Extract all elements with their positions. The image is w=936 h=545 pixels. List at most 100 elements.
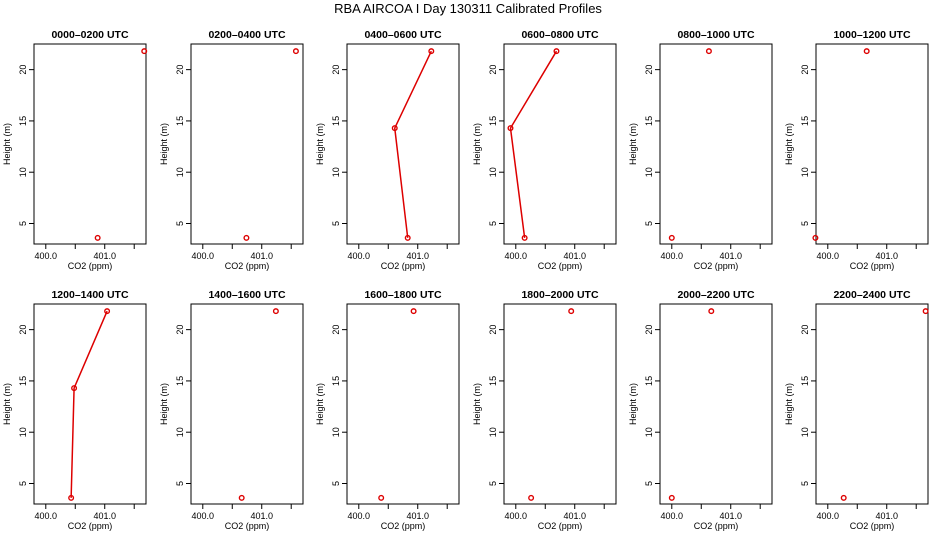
y-tick-label: 5 bbox=[488, 221, 498, 226]
y-axis-label: Height (m) bbox=[784, 123, 794, 165]
x-axis-label: CO2 (ppm) bbox=[381, 261, 426, 271]
profile-panel-5: 1000–1200 UTC 400.0 401.0 5 10 15 20 CO2 (ppm) H… bbox=[784, 29, 929, 271]
data-point bbox=[71, 385, 78, 392]
profile-line bbox=[70, 310, 108, 498]
data-point bbox=[528, 494, 535, 501]
y-tick-label: 10 bbox=[175, 427, 185, 437]
x-tick-label: 400.0 bbox=[661, 251, 684, 261]
y-tick-label: 5 bbox=[644, 481, 654, 486]
y-tick-label: 15 bbox=[18, 376, 28, 386]
x-axis-label: CO2 (ppm) bbox=[850, 521, 895, 531]
y-tick-label: 10 bbox=[488, 167, 498, 177]
y-tick-label: 20 bbox=[18, 325, 28, 335]
data-point bbox=[94, 234, 101, 241]
y-tick-label: 20 bbox=[488, 65, 498, 75]
panel-title: 1800–2000 UTC bbox=[521, 289, 598, 301]
data-point bbox=[668, 234, 675, 241]
y-tick-label: 15 bbox=[644, 376, 654, 386]
x-tick-label: 401.0 bbox=[875, 251, 898, 261]
profile-panel-8: 1600–1800 UTC 400.0 401.0 5 10 15 20 CO2 (ppm) H… bbox=[315, 289, 460, 531]
data-point bbox=[922, 308, 929, 315]
profile-panel-1: 0200–0400 UTC 400.0 401.0 5 10 15 20 CO2 (ppm) H… bbox=[159, 29, 304, 271]
y-tick-label: 5 bbox=[18, 481, 28, 486]
data-point bbox=[708, 308, 715, 315]
y-tick-label: 20 bbox=[18, 65, 28, 75]
data-point bbox=[863, 48, 870, 55]
data-point bbox=[812, 234, 819, 241]
plot-frame bbox=[346, 303, 460, 505]
data-point bbox=[568, 308, 575, 315]
y-axis-label: Height (m) bbox=[315, 383, 325, 425]
data-point bbox=[668, 494, 675, 501]
y-tick-label: 20 bbox=[800, 65, 810, 75]
x-axis-label: CO2 (ppm) bbox=[225, 521, 270, 531]
plot-frame bbox=[33, 303, 147, 505]
y-tick-label: 5 bbox=[331, 481, 341, 486]
x-axis-label: CO2 (ppm) bbox=[538, 261, 583, 271]
y-tick-label: 15 bbox=[331, 116, 341, 126]
x-tick-label: 401.0 bbox=[406, 511, 429, 521]
x-tick-label: 400.0 bbox=[192, 251, 215, 261]
panel-title: 2000–2200 UTC bbox=[677, 289, 754, 301]
x-tick-label: 400.0 bbox=[35, 511, 58, 521]
y-tick-label: 10 bbox=[18, 167, 28, 177]
y-axis-label: Height (m) bbox=[315, 123, 325, 165]
x-tick-label: 401.0 bbox=[406, 251, 429, 261]
x-axis-label: CO2 (ppm) bbox=[694, 521, 739, 531]
x-tick-label: 401.0 bbox=[93, 251, 116, 261]
y-axis-label: Height (m) bbox=[628, 383, 638, 425]
y-tick-label: 5 bbox=[800, 481, 810, 486]
panel-title: 1600–1800 UTC bbox=[364, 289, 441, 301]
data-point bbox=[391, 125, 398, 132]
data-point bbox=[238, 494, 245, 501]
y-tick-label: 15 bbox=[175, 116, 185, 126]
y-tick-label: 20 bbox=[644, 65, 654, 75]
y-tick-label: 10 bbox=[488, 427, 498, 437]
y-tick-label: 10 bbox=[644, 427, 654, 437]
y-tick-label: 10 bbox=[331, 427, 341, 437]
profile-panel-2: 0400–0600 UTC 400.0 401.0 5 10 15 20 CO2 (ppm) H… bbox=[315, 29, 460, 271]
panel-title: 0600–0800 UTC bbox=[521, 29, 598, 41]
x-tick-label: 400.0 bbox=[817, 511, 840, 521]
data-point bbox=[404, 234, 411, 241]
y-tick-label: 20 bbox=[175, 65, 185, 75]
x-tick-label: 400.0 bbox=[348, 251, 371, 261]
y-tick-label: 15 bbox=[644, 116, 654, 126]
x-tick-label: 400.0 bbox=[505, 511, 528, 521]
profile-panel-11: 2200–2400 UTC 400.0 401.0 5 10 15 20 CO2 (ppm) H… bbox=[784, 289, 929, 531]
y-tick-label: 20 bbox=[488, 325, 498, 335]
y-tick-label: 15 bbox=[488, 116, 498, 126]
data-point bbox=[521, 234, 528, 241]
profile-panel-0: 0000–0200 UTC 400.0 401.0 5 10 15 20 CO2 (ppm) H… bbox=[2, 29, 148, 271]
y-tick-label: 20 bbox=[331, 65, 341, 75]
y-axis-label: Height (m) bbox=[159, 123, 169, 165]
y-tick-label: 15 bbox=[175, 376, 185, 386]
plot-frame bbox=[190, 43, 304, 245]
data-point bbox=[104, 308, 111, 315]
profile-panel-7: 1400–1600 UTC 400.0 401.0 5 10 15 20 CO2 (ppm) H… bbox=[159, 289, 304, 531]
y-axis-label: Height (m) bbox=[159, 383, 169, 425]
panel-title: 1200–1400 UTC bbox=[51, 289, 128, 301]
y-tick-label: 15 bbox=[331, 376, 341, 386]
panel-title: 1000–1200 UTC bbox=[833, 29, 910, 41]
y-tick-label: 5 bbox=[331, 221, 341, 226]
panel-grid: 0000–0200 UTC 400.0 401.0 5 10 15 20 CO2 (ppm) H… bbox=[2, 29, 929, 531]
y-tick-label: 5 bbox=[175, 221, 185, 226]
y-tick-label: 5 bbox=[175, 481, 185, 486]
data-point bbox=[272, 308, 279, 315]
data-point bbox=[141, 48, 148, 55]
panel-title: 2200–2400 UTC bbox=[833, 289, 910, 301]
plot-frame bbox=[346, 43, 460, 245]
x-tick-label: 401.0 bbox=[563, 251, 586, 261]
y-axis-label: Height (m) bbox=[784, 383, 794, 425]
y-axis-label: Height (m) bbox=[472, 383, 482, 425]
x-axis-label: CO2 (ppm) bbox=[225, 261, 270, 271]
profile-panel-3: 0600–0800 UTC 400.0 401.0 5 10 15 20 CO2 (ppm) H… bbox=[472, 29, 617, 271]
y-tick-label: 20 bbox=[331, 325, 341, 335]
x-tick-label: 401.0 bbox=[250, 251, 273, 261]
y-tick-label: 10 bbox=[18, 427, 28, 437]
data-point bbox=[292, 48, 299, 55]
x-tick-label: 400.0 bbox=[817, 251, 840, 261]
y-tick-label: 10 bbox=[644, 167, 654, 177]
